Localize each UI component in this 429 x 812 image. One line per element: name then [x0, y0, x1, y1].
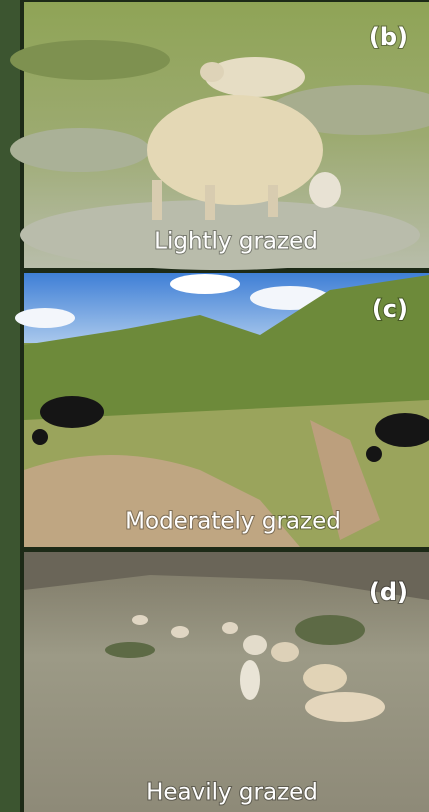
shrub [10, 128, 150, 172]
cow-head [32, 429, 48, 445]
cow [40, 396, 104, 428]
sheep-leg [205, 185, 215, 220]
sheep [305, 692, 385, 722]
hills [24, 552, 429, 600]
sheep [171, 626, 189, 638]
cow [375, 413, 429, 447]
sheep-leg [152, 180, 162, 220]
panel-caption: Heavily grazed [146, 780, 318, 806]
sheep-head [200, 62, 224, 82]
sheep [243, 635, 267, 655]
sheep [240, 660, 260, 700]
shrub [105, 642, 155, 658]
panel-d: (d) Heavily grazed [24, 552, 429, 812]
sheep [132, 615, 148, 625]
panel-label: (c) [372, 295, 408, 323]
sheep [303, 664, 347, 692]
bare-soil [24, 455, 300, 547]
left-strip [0, 0, 20, 812]
panel-caption: Moderately grazed [125, 509, 341, 535]
shrub [10, 40, 170, 80]
cow-head [366, 446, 382, 462]
sheep-leg [268, 185, 278, 217]
shrub [295, 615, 365, 645]
sheep-head [309, 172, 341, 208]
sheep [222, 622, 238, 634]
panel-b: (b) Lightly grazed [10, 2, 429, 270]
panel-label: (b) [369, 23, 408, 51]
sheep [271, 642, 299, 662]
cloud [170, 274, 240, 294]
shrub [20, 200, 420, 270]
sheep [205, 57, 305, 97]
hill [24, 275, 429, 420]
cloud [15, 308, 75, 328]
panel-label: (d) [369, 578, 408, 606]
panel-c: (c) Moderately grazed [15, 273, 429, 547]
panel-caption: Lightly grazed [154, 229, 318, 255]
slope [24, 552, 429, 812]
sheep [147, 95, 323, 205]
bare-soil [310, 420, 380, 540]
